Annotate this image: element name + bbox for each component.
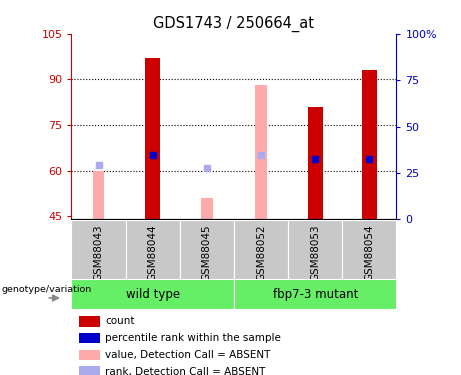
Bar bbox=[234, 220, 288, 279]
Bar bbox=[71, 279, 234, 309]
Bar bbox=[71, 220, 125, 279]
Bar bbox=[93, 171, 105, 219]
Bar bbox=[79, 316, 100, 327]
Text: wild type: wild type bbox=[126, 288, 180, 301]
Text: GSM88052: GSM88052 bbox=[256, 225, 266, 282]
Bar bbox=[79, 350, 100, 360]
Bar bbox=[79, 366, 100, 375]
Bar bbox=[362, 70, 377, 219]
Text: genotype/variation: genotype/variation bbox=[1, 285, 92, 294]
Text: fbp7-3 mutant: fbp7-3 mutant bbox=[272, 288, 358, 301]
Text: GSM88044: GSM88044 bbox=[148, 225, 158, 282]
Bar bbox=[255, 86, 267, 219]
Bar bbox=[125, 220, 180, 279]
Text: rank, Detection Call = ABSENT: rank, Detection Call = ABSENT bbox=[106, 367, 266, 375]
Text: GSM88054: GSM88054 bbox=[364, 225, 374, 282]
Bar bbox=[288, 220, 342, 279]
Bar bbox=[79, 333, 100, 344]
Bar bbox=[234, 279, 396, 309]
Text: value, Detection Call = ABSENT: value, Detection Call = ABSENT bbox=[106, 350, 271, 360]
Text: GSM88053: GSM88053 bbox=[310, 225, 320, 282]
Bar bbox=[307, 107, 323, 219]
Text: count: count bbox=[106, 316, 135, 327]
Bar bbox=[145, 58, 160, 219]
Text: percentile rank within the sample: percentile rank within the sample bbox=[106, 333, 281, 343]
Text: GSM88043: GSM88043 bbox=[94, 225, 104, 282]
Text: GSM88045: GSM88045 bbox=[202, 225, 212, 282]
Bar bbox=[342, 220, 396, 279]
Bar bbox=[201, 198, 213, 219]
Bar bbox=[180, 220, 234, 279]
Title: GDS1743 / 250664_at: GDS1743 / 250664_at bbox=[154, 16, 314, 32]
